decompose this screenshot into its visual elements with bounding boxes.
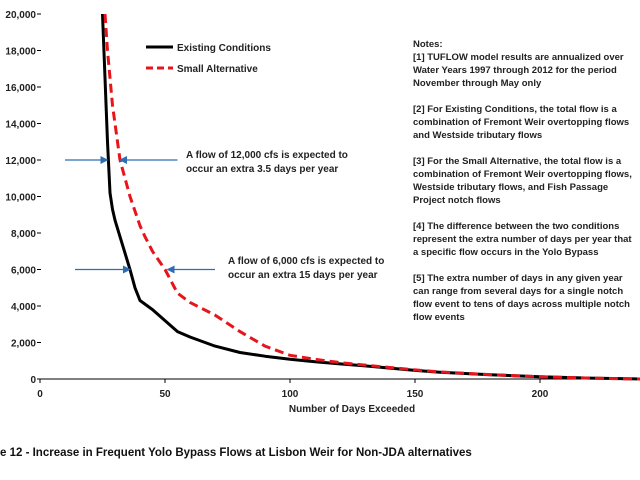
note-line: [4] The difference between the two condi… — [413, 221, 619, 232]
note-line: combination of Fremont Weir overtopping … — [413, 169, 632, 180]
note-line: Water Years 1997 through 2012 for the pe… — [413, 65, 617, 76]
y-tick-label: 14,000 — [5, 120, 36, 131]
legend-label-small-alternative: Small Alternative — [177, 64, 258, 75]
x-tick-label: 200 — [532, 389, 549, 400]
note-line: [5] The extra number of days in any give… — [413, 273, 623, 284]
y-axis-ticks: 0 2,000 4,000 6,000 8,000 10,000 12,000 14,000 1… — [5, 10, 41, 386]
note-line: flow event to tens of days across multip… — [413, 299, 630, 310]
note-line: [3] For the Small Alternative, the total… — [413, 156, 622, 167]
y-tick-label: 8,000 — [11, 229, 36, 240]
annotation-text: occur an extra 3.5 days per year — [186, 164, 338, 175]
note-line: combination of Fremont Weir overtopping … — [413, 117, 629, 128]
note-line: Westside tributary flows, and Fish Passa… — [413, 182, 608, 193]
note-line: [1] TUFLOW model results are annualized … — [413, 52, 624, 63]
x-tick-label: 100 — [282, 389, 299, 400]
note-line: Project notch flows — [413, 195, 501, 206]
x-tick-label: 50 — [159, 389, 171, 400]
y-tick-label: 2,000 — [11, 339, 36, 350]
x-tick-label: 0 — [37, 389, 43, 400]
note-line: November through May only — [413, 78, 542, 89]
annotations: A flow of 12,000 cfs is expected to occur… — [65, 150, 384, 281]
x-tick-label: 150 — [407, 389, 424, 400]
notes-background — [408, 33, 640, 333]
figure-caption: e 12 - Increase in Frequent Yolo Bypass … — [0, 447, 472, 459]
series-line-existing-conditions — [101, 13, 640, 381]
y-tick-label: 18,000 — [5, 47, 36, 58]
notes-box: Notes: [1] TUFLOW model results are annua… — [408, 33, 640, 333]
note-line: Notes: — [413, 39, 443, 50]
y-tick-label: 20,000 — [5, 10, 36, 21]
note-line: and Westside tributary flows — [413, 130, 542, 141]
x-axis-title: Number of Days Exceeded — [289, 404, 415, 415]
annotation-text: occur an extra 15 days per year — [228, 270, 378, 281]
y-tick-label: 6,000 — [11, 266, 36, 277]
note-line: flow events — [413, 312, 465, 323]
y-tick-label: 4,000 — [11, 302, 36, 313]
x-axis-ticks: 0 50 100 150 200 — [37, 379, 549, 400]
note-line: represent the extra number of days per y… — [413, 234, 632, 245]
y-tick-label: 16,000 — [5, 83, 36, 94]
series-line-small-alternative — [103, 13, 640, 381]
annotation-text: A flow of 6,000 cfs is expected to — [228, 256, 384, 267]
annotation-text: A flow of 12,000 cfs is expected to — [186, 150, 348, 161]
note-line: [2] For Existing Conditions, the total f… — [413, 104, 617, 115]
y-tick-label: 0 — [30, 375, 36, 386]
y-tick-label: 12,000 — [5, 156, 36, 167]
legend: Existing Conditions Small Alternative — [146, 43, 271, 75]
note-line: a specific flow occurs in the Yolo Bypas… — [413, 247, 598, 258]
legend-label-existing-conditions: Existing Conditions — [177, 43, 271, 54]
note-line: can range from several days for a single… — [413, 286, 623, 297]
y-tick-label: 10,000 — [5, 193, 36, 204]
